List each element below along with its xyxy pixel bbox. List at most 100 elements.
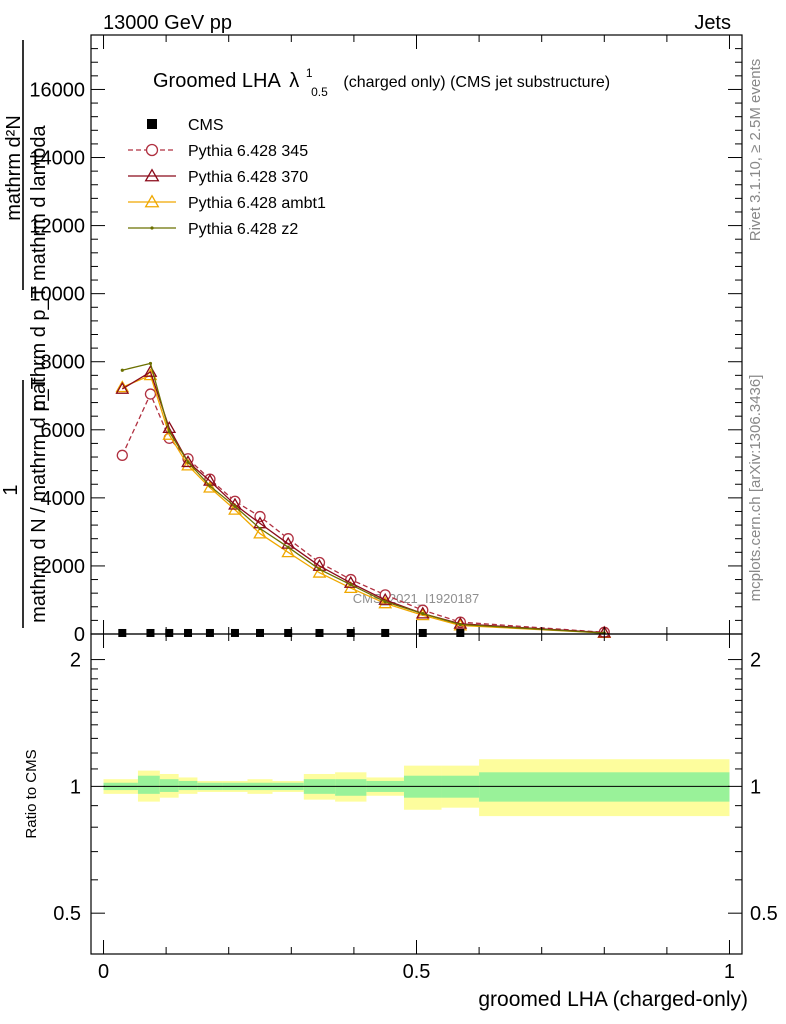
title-sup: 1 <box>306 66 313 80</box>
data-point <box>120 368 124 372</box>
data-point <box>286 545 290 549</box>
main-series <box>115 361 612 638</box>
legend-item: Pythia 6.428 ambt1 <box>128 194 326 212</box>
ratio-ytick-label: 0.5 <box>53 903 81 925</box>
ratio-ytick-label-right: 2 <box>750 650 761 672</box>
main-ytick-label: 16000 <box>29 79 85 101</box>
data-point <box>284 628 293 637</box>
legend-item: Pythia 6.428 345 <box>128 143 308 160</box>
ratio-xticks: 0 0.5 1 <box>98 634 735 983</box>
data-point <box>418 628 427 637</box>
legend-item: Pythia 6.428 z2 <box>128 221 298 238</box>
ratio-ytick-label-right: 1 <box>750 776 761 798</box>
series-cms <box>118 628 465 637</box>
data-point <box>181 455 195 468</box>
data-point <box>378 592 393 605</box>
ratio-panel: 0.5 0.51 12 2 0 0.5 1 <box>53 633 778 983</box>
data-point <box>421 611 425 616</box>
data-point <box>116 449 128 461</box>
data-point <box>118 628 127 637</box>
main-yticks: 0 2000 4000 6000 8000 10000 12000 14000 16000 <box>29 48 742 646</box>
data-point <box>144 388 157 400</box>
ylabel-frac2-den: mathrm d N / mathrm d p_T <box>28 377 50 623</box>
data-point <box>115 381 130 394</box>
main-ytick-label: 4000 <box>41 488 86 510</box>
legend-item: CMS <box>147 117 224 134</box>
legend-marker <box>144 168 160 182</box>
legend-label: Pythia 6.428 ambt1 <box>188 195 326 212</box>
data-point <box>203 480 217 493</box>
series-line <box>122 362 605 634</box>
legend-marker <box>144 194 160 208</box>
ratio-ytick-label: 1 <box>70 776 81 798</box>
header-right: Jets <box>694 12 731 34</box>
data-point <box>253 526 267 539</box>
ratio-xtick-label: 0 <box>98 961 109 983</box>
legend-label: Pythia 6.428 370 <box>188 169 308 186</box>
ratio-band-inner <box>479 772 730 802</box>
ratio-bands <box>103 759 730 817</box>
title-sub: 0.5 <box>311 85 328 99</box>
data-point <box>458 622 462 627</box>
ratio-band-inner <box>159 779 179 792</box>
main-ylabel: mathrm d²N mathrm d p_T mathrm d lambda … <box>0 40 50 628</box>
ylabel-frac1-den: mathrm d p_T mathrm d lambda <box>28 124 50 410</box>
header-left: 13000 GeV pp <box>103 12 232 34</box>
ratio-xtick-label: 1 <box>724 961 735 983</box>
data-point <box>186 460 190 464</box>
main-xticks <box>103 35 730 634</box>
data-point <box>143 364 158 377</box>
legend-label: CMS <box>188 117 224 134</box>
data-point <box>205 628 214 637</box>
legend-marker <box>150 226 154 230</box>
rivet-label: Rivet 3.1.10, ≥ 2.5M events <box>747 59 764 242</box>
ratio-ylabel: Ratio to CMS <box>23 749 40 838</box>
ylabel-one: 1 <box>0 484 22 495</box>
main-ytick-label: 6000 <box>41 420 86 442</box>
ratio-band-inner <box>137 775 160 794</box>
data-point <box>256 628 265 637</box>
data-point <box>258 526 262 531</box>
ratio-ytick-label-right: 0.5 <box>750 903 778 925</box>
ratio-ytick-label: 2 <box>70 650 81 672</box>
data-point <box>184 628 193 637</box>
data-point <box>230 628 239 637</box>
main-ytick-label: 12000 <box>29 216 85 238</box>
data-point <box>146 628 155 637</box>
series-line <box>122 374 605 634</box>
x-axis-label: groomed LHA (charged-only) <box>478 988 748 1011</box>
data-point <box>383 600 387 604</box>
data-point <box>381 628 390 637</box>
data-point <box>343 575 358 588</box>
series-pythia-6-428-z2 <box>120 361 606 635</box>
data-point <box>315 628 324 637</box>
data-point <box>233 504 237 508</box>
legend-marker <box>147 119 157 129</box>
main-ytick-label: 2000 <box>41 556 86 578</box>
legend-marker <box>145 143 159 157</box>
ratio-band-inner <box>335 779 367 796</box>
legend: CMS Pythia 6.428 345 Pythia 6.428 370 Pythi… <box>128 117 326 238</box>
data-point <box>349 583 353 587</box>
legend-item: Pythia 6.428 370 <box>128 168 308 186</box>
data-point <box>317 567 322 571</box>
ylabel-frac1-num: mathrm d²N <box>3 115 25 221</box>
data-point <box>148 361 153 366</box>
legend-label: Pythia 6.428 345 <box>188 143 308 160</box>
data-point <box>208 484 212 488</box>
data-point <box>281 545 296 558</box>
data-point <box>165 628 174 637</box>
mcplots-label: mcplots.cern.ch [arXiv:1306.3436] <box>747 375 764 602</box>
title-suffix: (charged only) (CMS jet substructure) <box>343 74 610 91</box>
main-ytick-label: 10000 <box>29 284 85 306</box>
ratio-xtick-label: 0.5 <box>403 961 431 983</box>
main-panel: CMS_2021_I1920187 0200040006000800010000… <box>29 34 743 646</box>
data-point <box>312 565 327 578</box>
data-point <box>167 429 171 434</box>
title-main: Groomed LHA <box>153 70 281 92</box>
data-point <box>456 628 465 637</box>
ratio-band-inner <box>178 780 198 791</box>
legend-label: Pythia 6.428 z2 <box>188 221 298 238</box>
main-ytick-label: 0 <box>74 624 85 646</box>
